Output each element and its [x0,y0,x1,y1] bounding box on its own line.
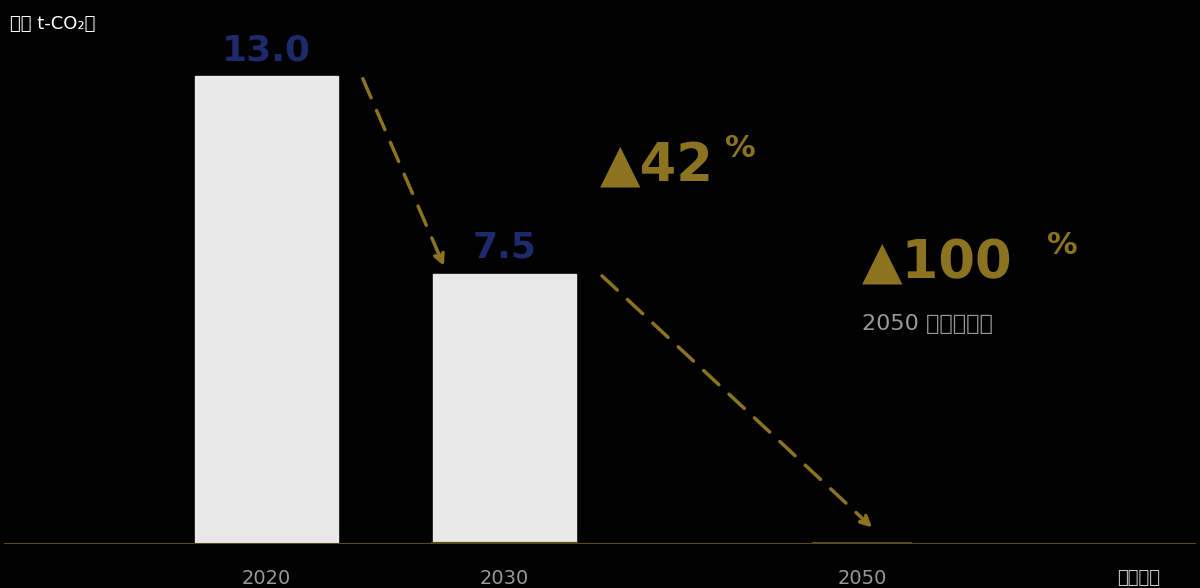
Text: （年度）: （年度） [1117,569,1160,587]
Text: 2020: 2020 [241,569,290,588]
Bar [433,274,576,544]
Text: 13.0: 13.0 [222,33,311,67]
Text: ▲100: ▲100 [862,237,1013,289]
Text: 2030: 2030 [480,569,529,588]
Text: %: % [725,133,756,162]
Text: 2050 年実質ゼロ: 2050 年実質ゼロ [862,315,994,335]
Text: %: % [1046,230,1078,260]
Text: ▲42: ▲42 [600,140,714,192]
Text: 2050: 2050 [838,569,887,588]
Text: 7.5: 7.5 [473,231,536,265]
Text: （万 t-CO₂）: （万 t-CO₂） [10,15,96,33]
Bar [194,76,338,544]
